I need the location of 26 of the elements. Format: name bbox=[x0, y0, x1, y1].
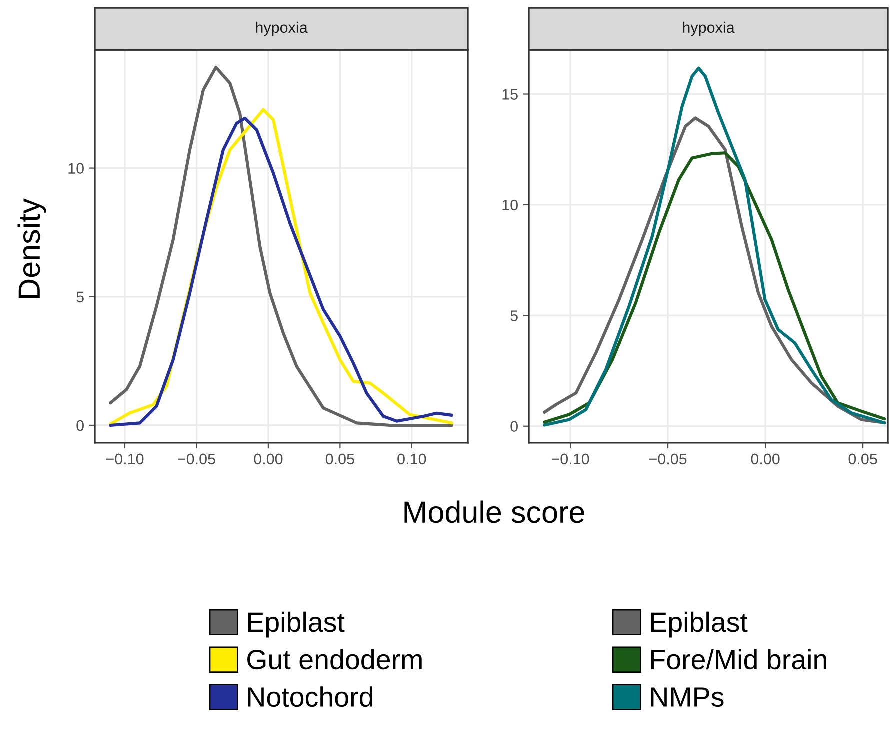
legend-label: NMPs bbox=[651, 688, 724, 708]
x-axis-title: Module score bbox=[404, 500, 584, 524]
x-tick-label: −0.10 bbox=[106, 454, 144, 465]
x-tick-label: 0.05 bbox=[326, 454, 354, 465]
legend-label: Notochord bbox=[248, 686, 372, 708]
x-tick-label: −0.05 bbox=[649, 454, 687, 465]
legend-label: Gut endoderm bbox=[248, 649, 422, 670]
chart-title: hypoxia bbox=[256, 22, 308, 36]
y-tick-label: 10 bbox=[68, 163, 84, 174]
legend-label: Epiblast bbox=[248, 612, 345, 638]
y-tick-label: 5 bbox=[76, 292, 84, 303]
x-tick-label: 0.00 bbox=[751, 454, 780, 465]
x-tick-label: 0.10 bbox=[398, 454, 426, 465]
y-tick-label: 0 bbox=[76, 420, 84, 432]
y-tick-label: 15 bbox=[502, 89, 518, 100]
legend-label: Epiblast bbox=[651, 612, 748, 638]
legend-label: Fore/Mid brain bbox=[651, 649, 826, 670]
x-tick-label: −0.10 bbox=[552, 454, 590, 465]
y-tick-label: 10 bbox=[502, 200, 518, 211]
x-tick-label: 0.05 bbox=[848, 454, 878, 465]
y-tick-label: 0 bbox=[510, 421, 518, 432]
x-tick-label: −0.05 bbox=[178, 454, 216, 465]
y-tick-label: 5 bbox=[510, 310, 518, 322]
x-tick-label: 0.00 bbox=[254, 454, 283, 465]
y-axis-title: Density bbox=[18, 198, 46, 298]
chart-title: hypoxia bbox=[683, 22, 735, 36]
